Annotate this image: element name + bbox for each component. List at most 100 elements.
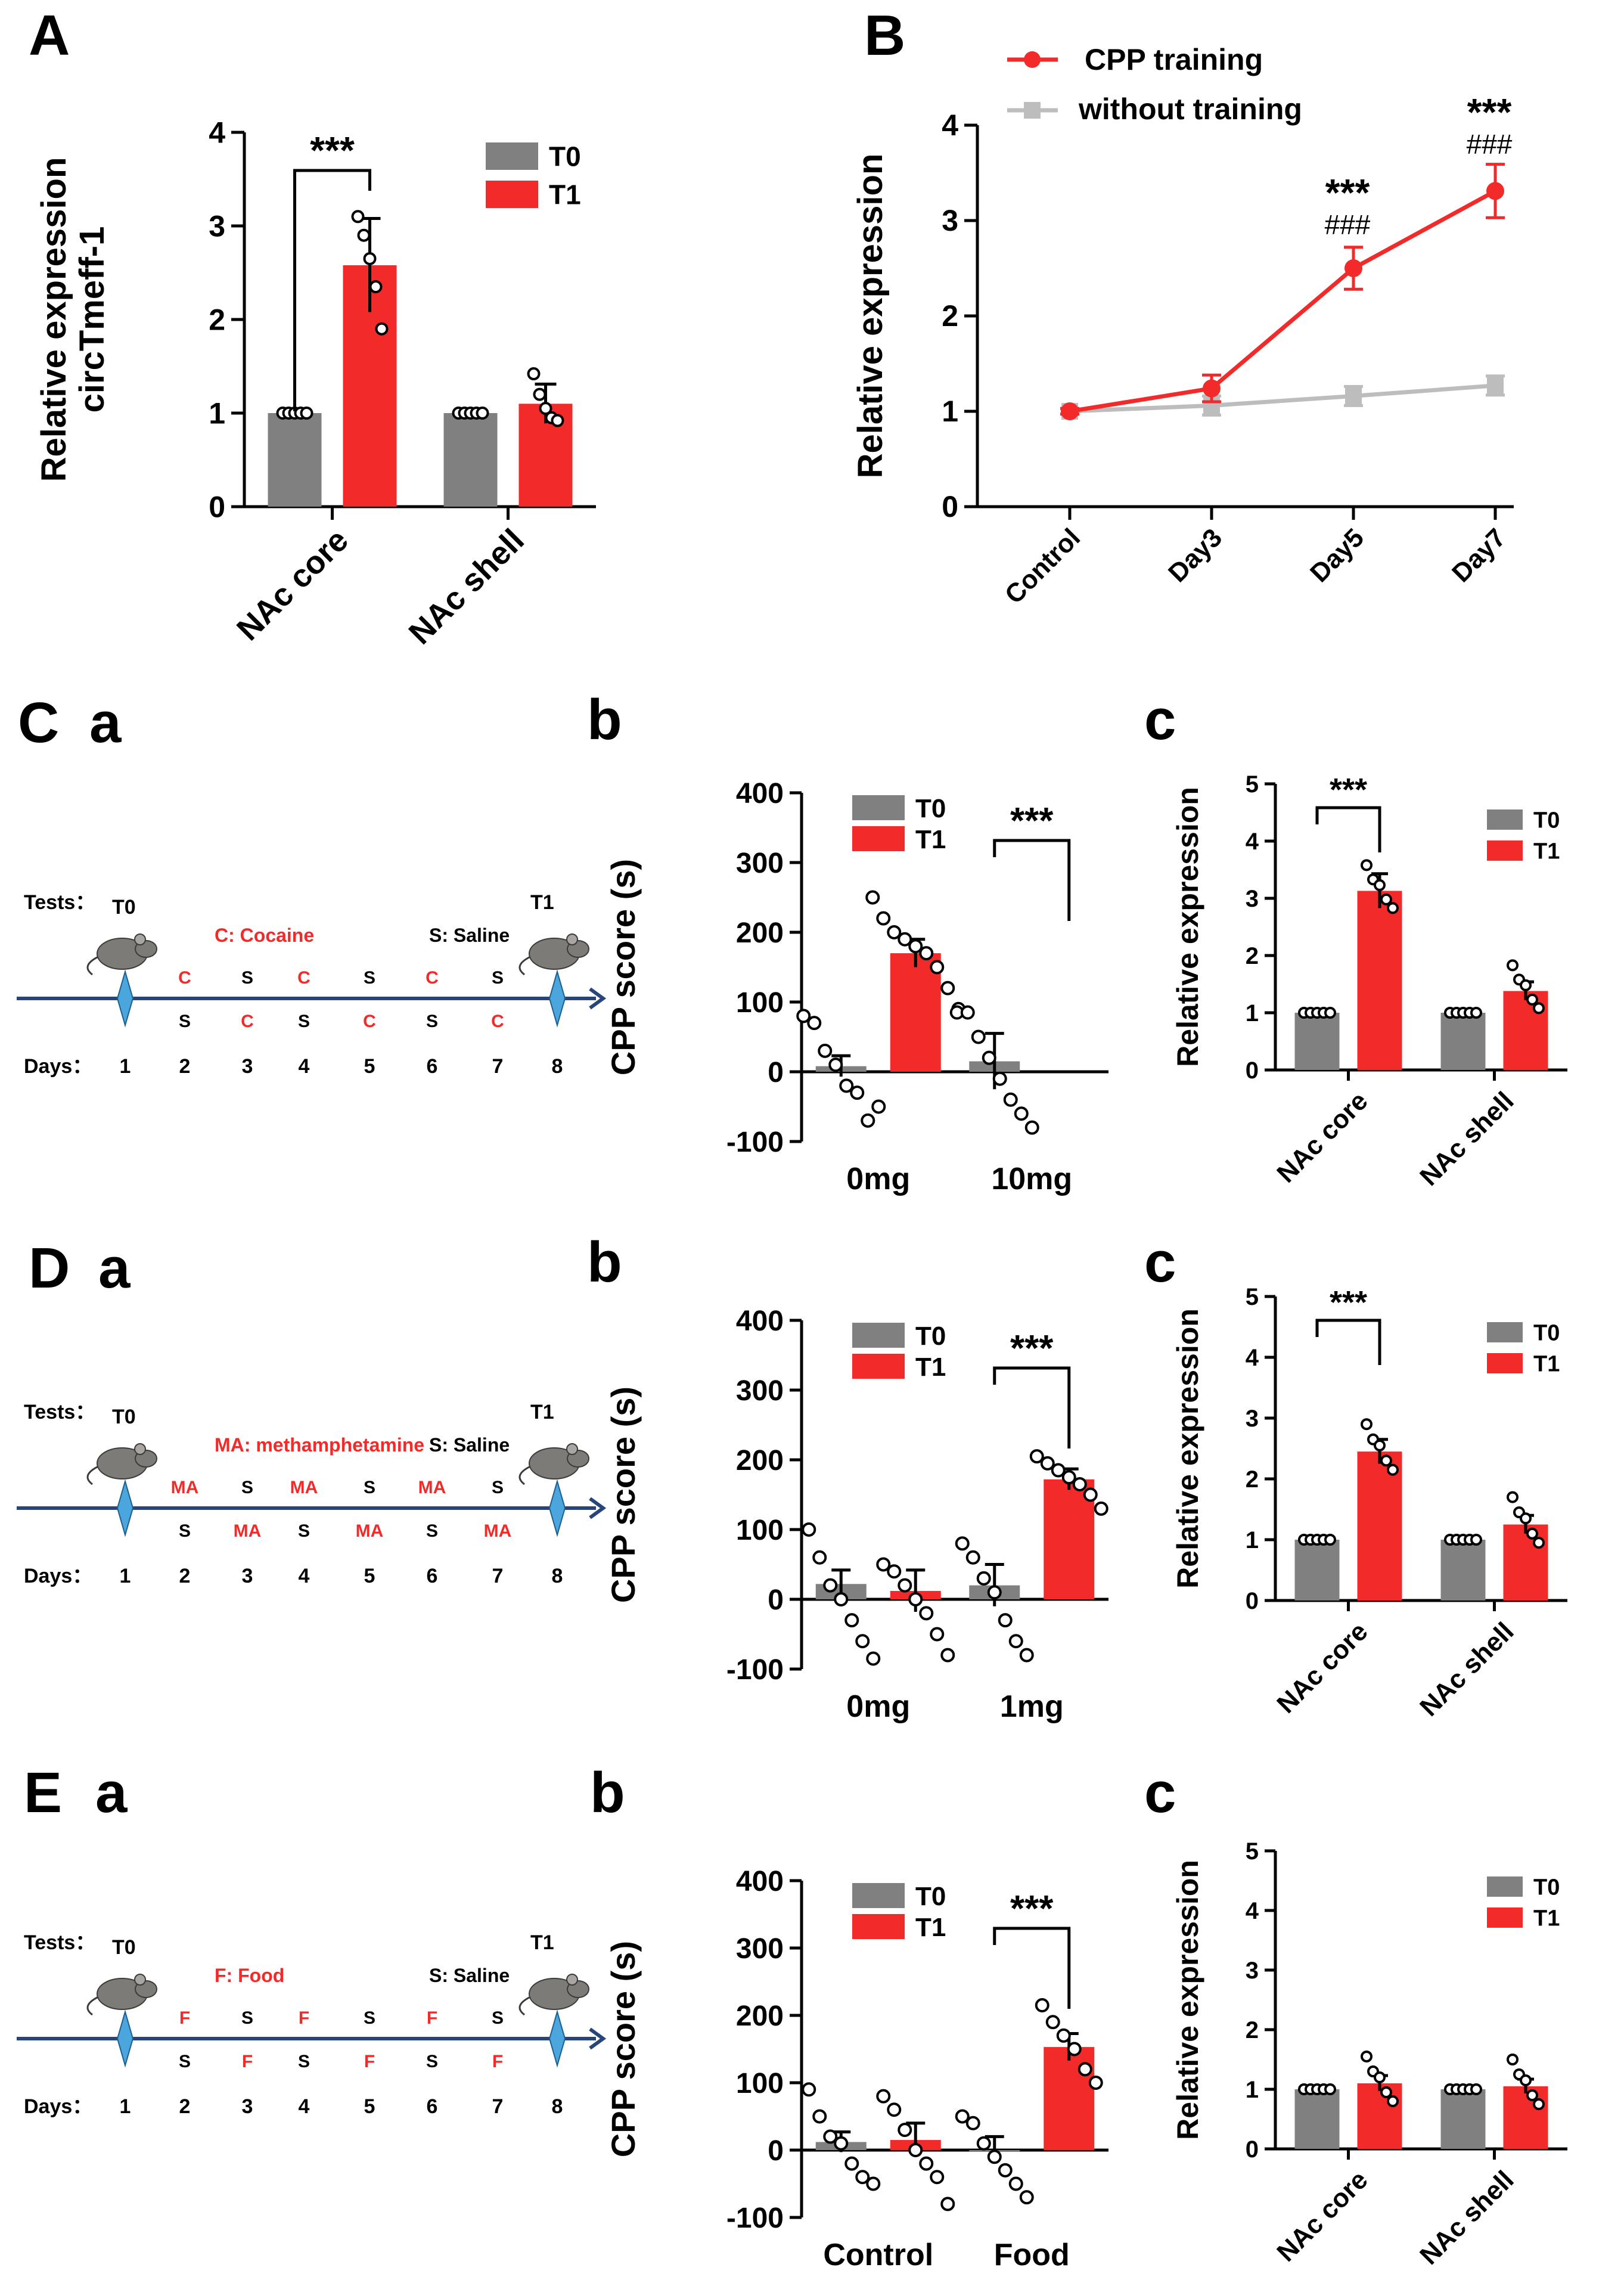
data-point [1014, 1106, 1029, 1121]
bar-T0-NAc core [1294, 1013, 1340, 1070]
data-point [1470, 1534, 1482, 1546]
significance-stars: *** [1010, 801, 1054, 842]
x-tick-label: NAc core [1271, 2165, 1373, 2267]
tests-label: Tests： [24, 891, 95, 914]
data-point [1061, 1470, 1076, 1485]
legend-label-T1: T1 [1533, 839, 1560, 864]
data-point [976, 2136, 991, 2151]
data-point [930, 1627, 945, 1642]
y-tick-label: 200 [736, 1445, 784, 1477]
x-tick-label: NAc shell [402, 522, 531, 651]
y-tick-label: 200 [736, 2000, 784, 2032]
panel-label-D: D [29, 1236, 70, 1300]
day-number: 3 [242, 1565, 253, 1587]
data-point [823, 1578, 838, 1593]
data-point [908, 939, 923, 954]
significance-stars: *** [1330, 1285, 1367, 1320]
legend-swatch-T1 [1487, 1907, 1523, 1928]
legend-label-T1: T1 [915, 1913, 946, 1942]
test-marker-diamond [548, 2009, 566, 2068]
data-point [919, 1606, 934, 1621]
t0-label: T0 [112, 1936, 136, 1959]
data-point [839, 1078, 854, 1093]
data-point [812, 1550, 827, 1565]
data-point [1008, 1634, 1023, 1649]
significance-bracket [993, 1927, 1071, 2009]
data-point [1056, 2028, 1071, 2043]
y-tick-label: 4 [1246, 829, 1259, 855]
data-point [855, 1634, 870, 1649]
data-point [965, 2116, 980, 2130]
y-tick-label: 4 [942, 108, 958, 142]
data-point [982, 1050, 996, 1065]
significance-hashes: ### [1467, 129, 1513, 160]
legend-label-T0: T0 [1533, 808, 1560, 833]
y-tick-label: 2 [1246, 1466, 1259, 1493]
significance-stars: *** [1325, 171, 1370, 214]
x-tick-label: Day3 [1163, 523, 1228, 588]
data-point [955, 2109, 970, 2124]
data-point [1507, 2054, 1519, 2065]
injection-label-lower: S [426, 2052, 438, 2071]
legend-label-T1: T1 [1533, 1906, 1560, 1931]
mouse-tail-icon [86, 1996, 99, 2016]
data-point [1088, 2076, 1103, 2090]
day-number: 8 [552, 1565, 563, 1587]
data-point [1083, 1487, 1098, 1502]
data-point [1072, 1477, 1087, 1491]
significance-bracket [993, 839, 1071, 921]
bar-T0-NAc shell [443, 413, 498, 507]
data-point [992, 1071, 1007, 1086]
data-point [987, 1585, 1002, 1600]
mouse-tail-icon [86, 956, 99, 976]
injection-label-lower: S [179, 1521, 191, 1541]
schematic-D-a: Tests： T0 T1 MA: methamphetamine S: Saline MA… [17, 1401, 607, 1587]
legend-label-T1: T1 [549, 179, 581, 210]
timeline-arrow [589, 987, 607, 1010]
y-axis-label: Relative expression [1171, 787, 1204, 1067]
day-number: 2 [179, 1565, 191, 1587]
y-axis-label: Relative expression [1171, 1308, 1204, 1589]
data-point [1078, 2062, 1092, 2077]
series-line-without training [1069, 383, 1496, 414]
y-tick-label: 100 [736, 1515, 784, 1546]
data-point [876, 2089, 891, 2104]
x-tick-label: Food [994, 2238, 1070, 2272]
data-point [844, 1613, 859, 1628]
injection-label-lower: S [179, 2052, 191, 2071]
injection-label-upper: S [364, 2008, 375, 2028]
data-point [828, 1057, 843, 1072]
data-point [1526, 1527, 1538, 1540]
t0-label: T0 [112, 896, 136, 919]
x-tick-label: 0mg [846, 1689, 910, 1724]
data-point [960, 1005, 975, 1020]
data-point [1486, 182, 1504, 200]
data-point [987, 2149, 1002, 2164]
chart-C-c: 0 1 2 3 4 5 Relative expression NAc core NAc she… [1171, 771, 1567, 1192]
bar-T1-NAc shell [1503, 2086, 1548, 2149]
data-point [476, 407, 489, 420]
y-tick-label: 0 [768, 2135, 784, 2167]
y-tick-label: 0 [1246, 1057, 1259, 1084]
mouse-tail-icon [518, 1996, 531, 2016]
injection-label-lower: F [492, 2052, 503, 2071]
data-point [1067, 2042, 1082, 2057]
injection-label-lower: S [179, 1012, 191, 1031]
panel-label-E-a: a [95, 1761, 128, 1825]
y-tick-label: 5 [1246, 1838, 1259, 1865]
y-axis-label: CPP score (s) [604, 859, 642, 1075]
y-tick-label: 200 [736, 917, 784, 949]
injection-label-upper: MA [171, 1478, 199, 1497]
data-point [866, 2176, 881, 2191]
day-number: 4 [299, 2095, 310, 2118]
data-point [930, 960, 945, 975]
data-point [1380, 893, 1392, 905]
day-number: 6 [427, 2095, 438, 2118]
legend-swatch-T1 [852, 1914, 905, 1939]
data-point [369, 280, 383, 294]
injection-label-upper: S [364, 1478, 375, 1497]
data-point [1387, 1463, 1399, 1476]
bar-T0-NAc shell [1440, 1540, 1486, 1600]
injection-label-upper: S [492, 968, 504, 988]
data-point [300, 407, 313, 420]
